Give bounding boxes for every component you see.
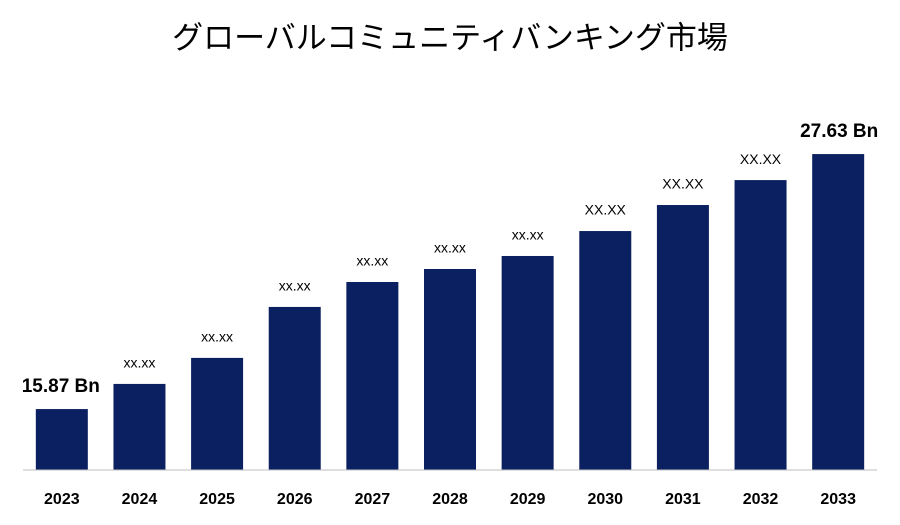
bar <box>191 357 244 470</box>
x-tick-label: 2024 <box>122 491 158 508</box>
value-label: XX.XX <box>585 202 627 218</box>
value-label: 27.63 Bn <box>800 121 878 142</box>
x-tick-label: 2030 <box>587 491 623 508</box>
bar <box>501 255 554 470</box>
bar <box>35 409 88 470</box>
x-tick-label: 2029 <box>510 491 546 508</box>
x-tick-label: 2023 <box>44 491 80 508</box>
bar <box>734 180 787 470</box>
value-label: 15.87 Bn <box>22 376 100 397</box>
x-tick-label: 2026 <box>277 491 313 508</box>
value-label: xx.xx <box>201 329 233 345</box>
x-tick-label: 2025 <box>199 491 235 508</box>
value-label: xx.xx <box>356 253 388 269</box>
x-tick-label: 2028 <box>432 491 468 508</box>
bar <box>113 383 166 470</box>
value-label: xx.xx <box>434 240 466 256</box>
bar <box>812 154 865 470</box>
value-label: XX.XX <box>662 176 704 192</box>
bar <box>656 205 709 470</box>
bar <box>424 268 476 470</box>
value-label: XX.XX <box>740 151 782 167</box>
value-label: xx.xx <box>124 355 156 371</box>
x-tick-label: 2027 <box>355 491 391 508</box>
chart-title: グローバルコミュニティバンキング市場 <box>172 21 728 57</box>
bar <box>268 306 321 470</box>
bar <box>579 231 632 470</box>
x-tick-label: 2031 <box>665 491 701 508</box>
value-label: xx.xx <box>512 227 544 243</box>
value-label: xx.xx <box>279 278 311 294</box>
bar <box>346 282 399 470</box>
x-tick-label: 2033 <box>820 491 856 508</box>
x-tick-label: 2032 <box>743 491 779 508</box>
